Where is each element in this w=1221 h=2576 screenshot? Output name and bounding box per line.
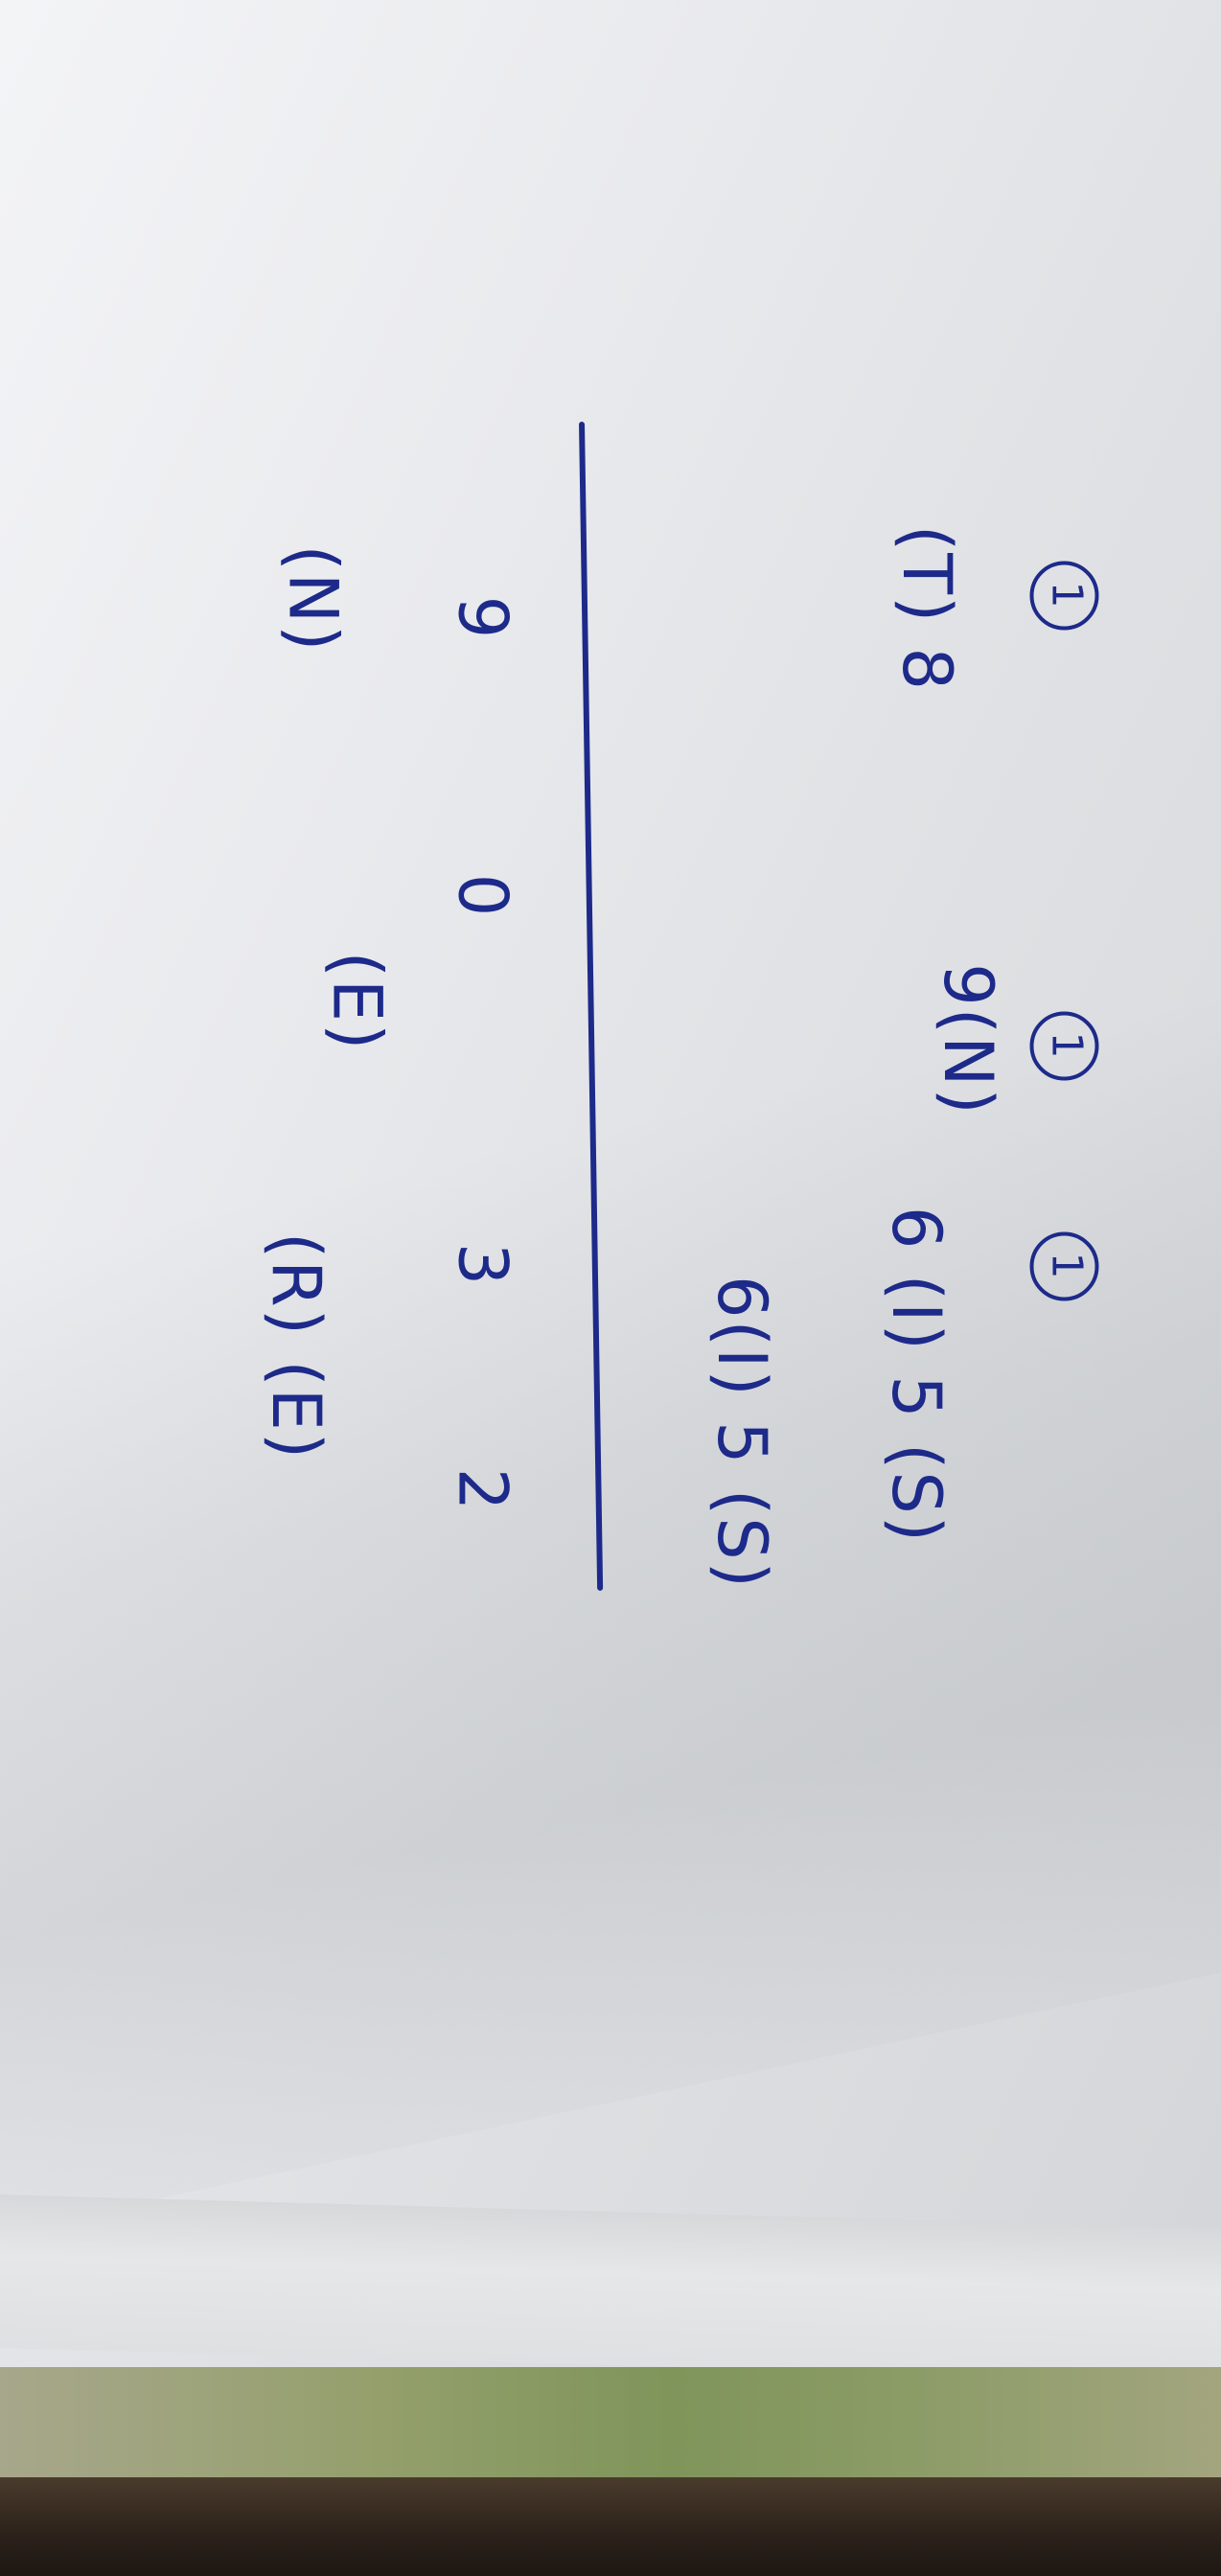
result-col1: 9	[443, 595, 522, 641]
background-grass	[0, 2367, 1221, 2482]
circled-marker-3: 1	[1029, 1231, 1110, 1301]
background-ground	[0, 2477, 1221, 2576]
result-col2: 0	[443, 873, 522, 919]
row-values-col2: 9(N)	[928, 963, 1007, 1116]
letters-col2: (E)	[317, 951, 397, 1052]
circled-marker-1: 1	[1029, 561, 1110, 631]
result-col3b: 2	[443, 1467, 522, 1513]
row-mid-col3: 6(I) 5 (S)	[702, 1276, 781, 1590]
result-col3a: 3	[443, 1242, 522, 1288]
sum-line	[579, 421, 604, 1591]
row-values-col1: (T) 8	[887, 524, 967, 693]
letters-col3: (R) (E)	[257, 1231, 336, 1461]
letters-col1: (N)	[273, 544, 353, 654]
circled-marker-2: 1	[1029, 1011, 1110, 1081]
row-values-col3: 6 (I) 5 (S)	[877, 1206, 956, 1545]
